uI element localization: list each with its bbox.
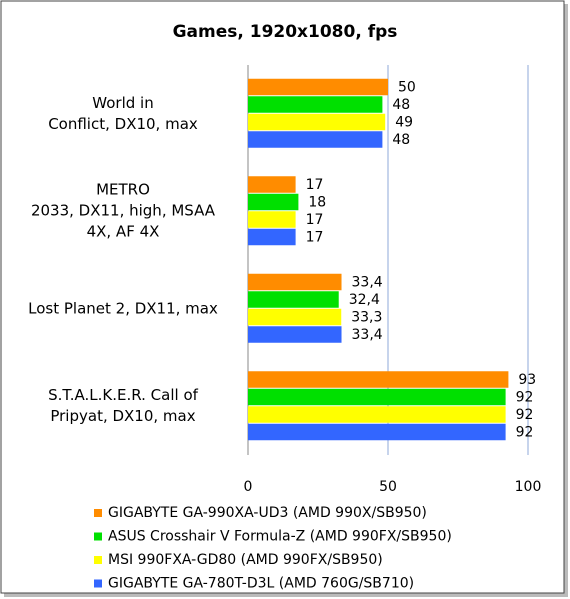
value-label: 48 [392, 97, 410, 113]
y-tick-label: World in Conflict, DX10, max [48, 93, 198, 133]
bar [248, 308, 342, 326]
bar [248, 228, 296, 246]
x-tick-label: 0 [244, 479, 253, 495]
value-label: 48 [392, 132, 410, 148]
bar [248, 291, 339, 308]
bar [248, 211, 296, 228]
legend-swatch [94, 556, 102, 564]
x-tick-label: 50 [379, 479, 397, 495]
value-label: 33,4 [352, 275, 383, 291]
bar [248, 131, 383, 148]
value-label: 49 [395, 115, 413, 131]
value-label: 17 [306, 212, 324, 228]
legend-swatch [94, 532, 102, 541]
legend-label: MSI 990FXA-GD80 (AMD 990FX/SB950) [108, 552, 383, 568]
legend-label: GIGABYTE GA-780T-D3L (AMD 760G/SB710) [108, 576, 414, 592]
value-label: 92 [516, 425, 534, 441]
bar [248, 273, 342, 291]
bar [248, 388, 506, 406]
legend-label: ASUS Crosshair V Formula-Z (AMD 990FX/SB… [108, 529, 452, 545]
value-label: 17 [306, 177, 324, 193]
value-label: 17 [306, 230, 324, 246]
y-tick-label: Lost Planet 2, DX11, max [28, 299, 218, 318]
y-tick-label: S.T.A.L.K.E.R. Call of Pripyat, DX10, ma… [48, 386, 198, 426]
value-label: 92 [516, 390, 534, 406]
value-label: 32,4 [349, 292, 380, 308]
bar [248, 113, 386, 131]
legend-swatch [94, 509, 102, 517]
bar [248, 326, 342, 343]
bar [248, 406, 506, 423]
value-label: 93 [518, 372, 536, 388]
bar [248, 96, 383, 113]
legend-swatch [94, 579, 102, 588]
bar [248, 423, 506, 441]
legend-label: GIGABYTE GA-990XA-UD3 (AMD 990X/SB950) [108, 505, 427, 521]
bar [248, 371, 509, 388]
y-tick-label: METRO 2033, DX11, high, MSAA 4X, AF 4X [30, 180, 216, 241]
value-label: 92 [516, 407, 534, 423]
bar [248, 78, 388, 96]
chart-title: Games, 1920x1080, fps [173, 22, 398, 42]
value-label: 33,3 [351, 310, 382, 326]
value-label: 33,4 [352, 327, 383, 343]
value-label: 50 [398, 80, 416, 96]
x-tick-label: 100 [515, 479, 542, 495]
bar [248, 193, 299, 211]
bar [248, 176, 296, 193]
value-label: 18 [308, 195, 326, 211]
